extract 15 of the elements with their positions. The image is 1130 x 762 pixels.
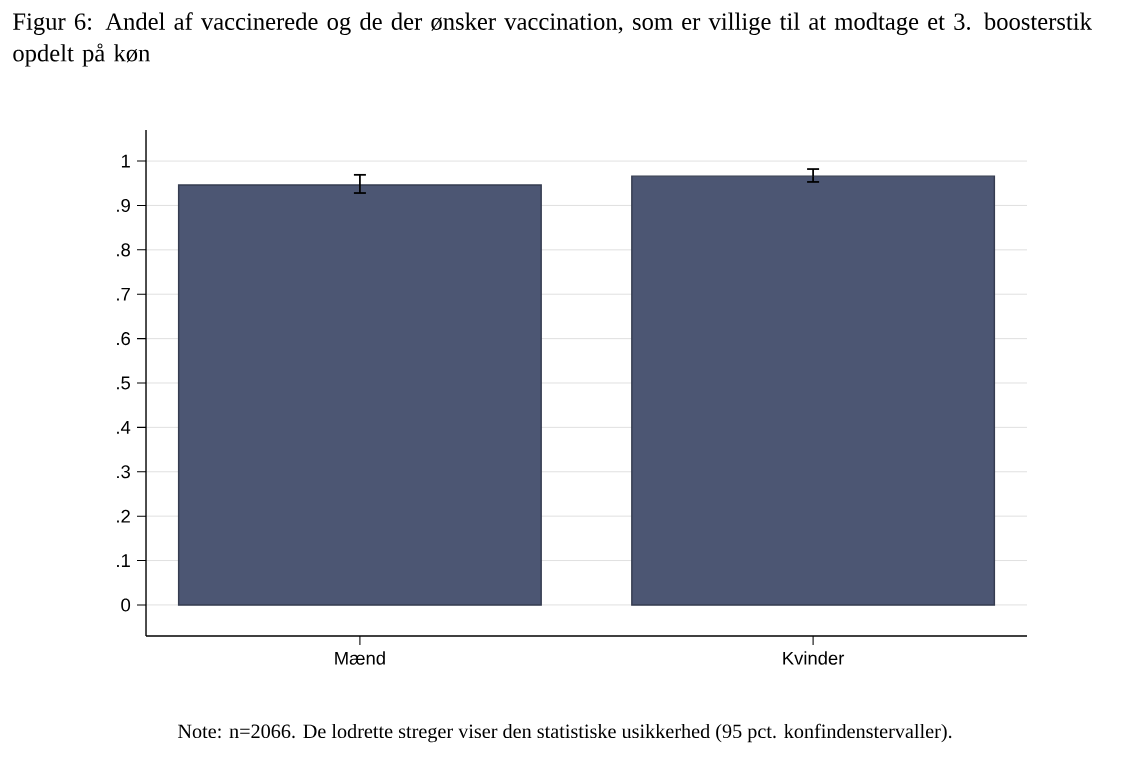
chart-title: Figur 6: Andel af vaccinerede og de der ønsker vaccination, som er villige til at modtage et 3. boosterstik opdelt på køn <box>13 12 1092 67</box>
y-tick-label: .4 <box>117 421 131 434</box>
text: Note: n=2066. De lodrette streger viser den statistiske usikkerhed (95 pct. konfindenstervaller). <box>177 723 952 743</box>
y-tick-label: .7 <box>117 287 130 301</box>
y-tick-label: 0 <box>121 598 131 612</box>
y-tick-label: .5 <box>117 376 131 390</box>
y-tick-label: .1 <box>117 554 130 567</box>
y-tick-label: .6 <box>117 332 130 346</box>
y-tick-label: .8 <box>117 243 130 257</box>
y-tick-label: 1 <box>121 154 130 168</box>
y-tick-label: .3 <box>117 465 130 479</box>
y-tick-label: .9 <box>117 198 130 212</box>
y-tick-label: .2 <box>117 509 130 523</box>
x-tick-label: Kvinder <box>783 651 845 665</box>
x-tick-label: Mænd <box>335 651 385 665</box>
